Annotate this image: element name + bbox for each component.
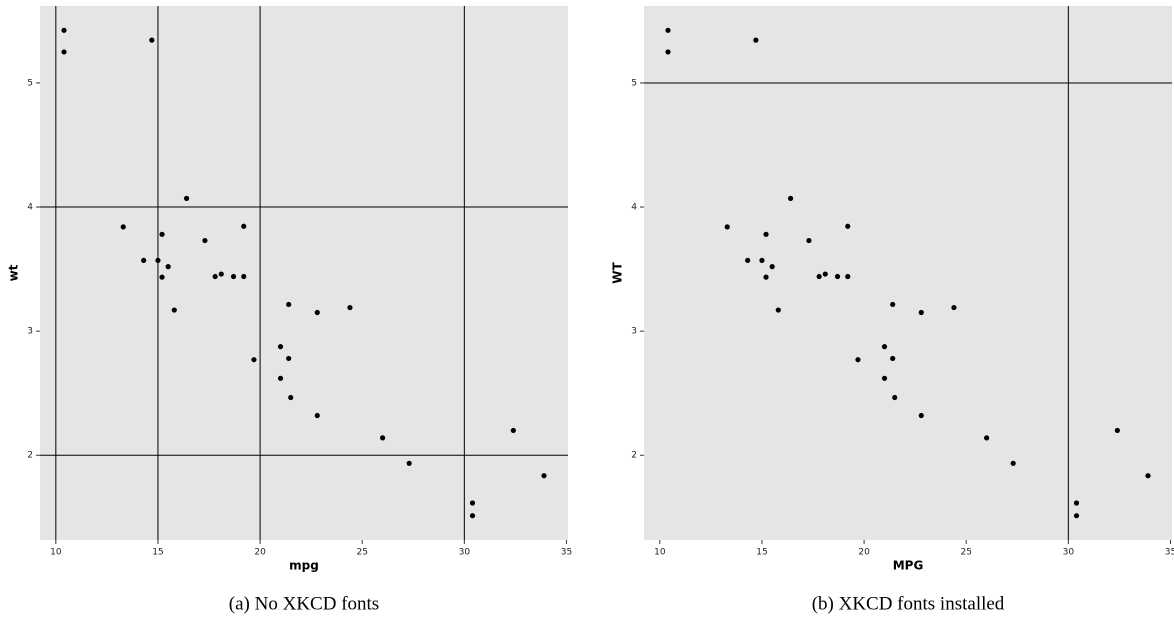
x-tick-label: 10 [50,548,62,558]
point [277,375,284,381]
point [469,500,476,506]
point [202,237,208,244]
point [218,271,224,277]
point [769,264,775,270]
point [951,304,957,311]
point [120,224,126,230]
y-tick-label: 4 [631,203,637,213]
y-tick-label: 2 [27,451,33,461]
point [845,273,851,280]
point [288,394,294,401]
point [881,375,888,381]
x-tick-label: 20 [858,548,870,558]
point [61,27,67,33]
point [314,309,320,316]
point [881,344,888,350]
point [380,435,386,441]
x-tick-label: 10 [654,548,666,558]
point [149,37,155,43]
point [1114,427,1120,434]
caption: (a) No XKCD fonts [229,593,379,614]
point [855,357,861,363]
point [286,355,292,362]
point [892,394,898,401]
point [1073,500,1080,506]
point [241,273,247,280]
point [251,357,257,363]
point [806,237,812,244]
point [665,27,671,33]
point [984,435,990,441]
point [845,223,851,229]
x-tick-label: 35 [1165,548,1174,558]
point [890,301,896,308]
x-axis-label: mpg [289,559,319,573]
point [753,37,759,43]
point [241,223,247,229]
point [347,304,353,311]
point [1073,513,1080,519]
x-tick-label: 25 [960,548,971,558]
point [1010,460,1016,466]
y-tick-label: 3 [631,327,637,337]
x-tick-label: 20 [254,548,266,558]
x-tick-label: 30 [459,548,471,558]
x-tick-label: 15 [152,548,163,558]
point [230,273,237,280]
point [541,473,547,479]
caption: (b) XKCD fonts installed [812,593,1005,614]
y-tick-label: 4 [27,203,33,213]
point [822,271,828,277]
point [61,49,67,55]
y-tick-label: 5 [27,78,33,88]
point [787,195,794,201]
point [763,274,769,280]
y-axis-label: wt [7,264,21,281]
point [406,460,412,466]
point [745,257,751,264]
point [171,307,177,313]
point [155,257,161,264]
point [314,412,320,419]
point [510,427,516,434]
point [763,231,769,237]
point [724,224,730,230]
y-tick-label: 3 [27,327,33,337]
point [183,195,190,201]
x-tick-label: 25 [356,548,367,558]
point [286,301,292,308]
point [759,257,765,264]
point [469,513,476,519]
point [277,344,284,350]
point [165,264,171,270]
point [890,355,896,362]
y-axis-label: WT [611,261,625,283]
x-tick-label: 15 [756,548,767,558]
point [834,273,841,280]
point [141,257,147,264]
y-tick-label: 5 [631,78,637,88]
plot-background [40,6,568,540]
point [918,309,924,316]
point [665,49,671,55]
x-axis-label: MPG [893,559,924,573]
x-tick-label: 30 [1063,548,1075,558]
y-tick-label: 2 [631,451,637,461]
point [918,412,924,419]
point [816,273,822,280]
plot-background [644,6,1172,540]
point [159,274,165,280]
point [212,273,218,280]
point [775,307,781,313]
point [1145,473,1151,479]
point [159,231,165,237]
x-tick-label: 35 [561,548,572,558]
